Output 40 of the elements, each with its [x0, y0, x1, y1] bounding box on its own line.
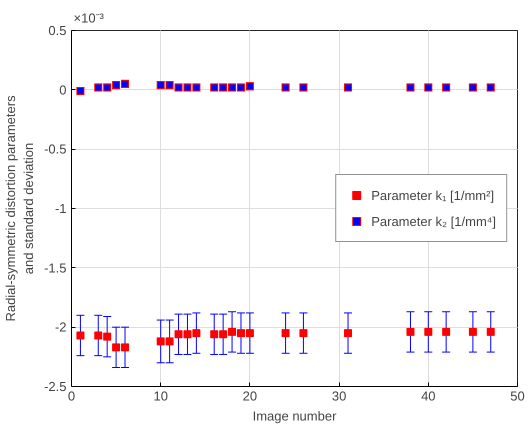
- point: [103, 332, 112, 341]
- point: [76, 331, 84, 340]
- point: [156, 337, 165, 346]
- y-tick-label: -0.5: [44, 142, 67, 157]
- point: [236, 329, 245, 338]
- y-tick-label: -2.5: [44, 379, 67, 394]
- point: [94, 331, 102, 340]
- point: [424, 328, 432, 336]
- y-tick-label: 0.5: [48, 23, 67, 38]
- text: ×10⁻³: [74, 10, 105, 26]
- point: [219, 330, 228, 338]
- x-tick-label: 30: [332, 388, 346, 404]
- point: [299, 329, 308, 338]
- point: [486, 328, 495, 336]
- y-axis-title: Radial-symmetric distortion parameters and standard deviation: [3, 94, 36, 322]
- point: [406, 328, 414, 336]
- legend-label: Parameter k₂ [1/mm⁴]: [371, 214, 496, 228]
- point: [183, 330, 192, 338]
- point: [228, 328, 236, 336]
- point: [166, 337, 174, 346]
- point: [282, 329, 290, 338]
- point: [246, 329, 254, 338]
- point: [442, 328, 450, 336]
- x-axis-title: Image number: [252, 408, 338, 424]
- x-tick-label: 40: [421, 388, 436, 404]
- y-tick-label: -1: [54, 201, 67, 216]
- y-tick-label: 0: [59, 82, 67, 98]
- point: [468, 328, 477, 336]
- point: [174, 330, 183, 338]
- x-tick-label: 20: [242, 388, 258, 404]
- point: [210, 330, 218, 338]
- point: [112, 343, 120, 352]
- y-tick-label: -2: [54, 320, 67, 335]
- point: [192, 329, 200, 338]
- y-tick-label: -1.5: [44, 260, 67, 276]
- legend-label: Parameter k₁ [1/mm²]: [371, 188, 494, 202]
- point: [344, 329, 352, 338]
- x-tick-label: 10: [153, 388, 168, 404]
- x-tick-label: 50: [510, 388, 525, 404]
- point: [121, 343, 130, 352]
